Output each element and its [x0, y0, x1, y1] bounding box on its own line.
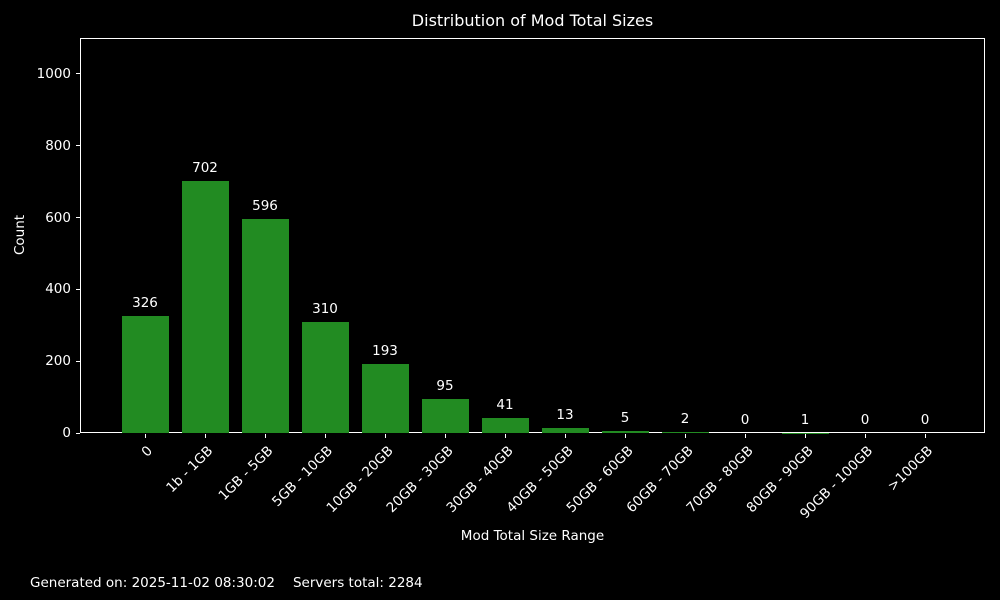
x-tick-label: >100GB — [884, 443, 937, 495]
bar-value-label: 95 — [436, 377, 454, 394]
bar-value-label: 326 — [132, 294, 158, 311]
x-tick-mark — [684, 434, 686, 438]
bar-value-label: 596 — [252, 197, 278, 214]
x-tick-mark — [744, 434, 746, 438]
y-tick-mark — [76, 360, 80, 362]
y-tick-mark — [76, 217, 80, 219]
bar — [541, 428, 589, 433]
chart-title: Distribution of Mod Total Sizes — [411, 11, 654, 30]
plot-area — [80, 38, 985, 433]
bar-value-label: 13 — [556, 407, 574, 424]
bar-value-label: 310 — [312, 300, 338, 317]
y-tick-mark — [76, 73, 80, 75]
y-tick-mark — [76, 432, 80, 434]
y-tick-label: 200 — [45, 353, 71, 370]
bar — [241, 218, 289, 433]
bar — [421, 398, 469, 433]
bar-value-label: 702 — [192, 159, 218, 176]
y-tick-label: 400 — [45, 281, 71, 298]
bar-value-label: 2 — [680, 411, 690, 428]
x-tick-mark — [324, 434, 326, 438]
servers-total: Servers total: 2284 — [292, 575, 423, 591]
x-tick-mark — [204, 434, 206, 438]
x-tick-mark — [264, 434, 266, 438]
y-tick-label: 0 — [62, 425, 71, 441]
x-tick-mark — [924, 434, 926, 438]
x-tick-label: 1b - 1GB — [163, 443, 217, 496]
x-tick-mark — [144, 434, 146, 438]
bar-value-label: 0 — [740, 412, 750, 428]
bar — [601, 431, 649, 433]
bar-value-label: 5 — [620, 410, 630, 427]
x-tick-mark — [444, 434, 446, 438]
x-tick-mark — [564, 434, 566, 438]
bar-value-label: 1 — [800, 411, 810, 428]
bar-value-label: 0 — [920, 412, 930, 428]
bar-value-label: 193 — [372, 342, 398, 359]
bar-value-label: 0 — [860, 412, 870, 428]
x-tick-label: 5GB - 10GB — [269, 443, 337, 510]
y-tick-label: 600 — [45, 209, 71, 226]
generated-timestamp: Generated on: 2025-11-02 08:30:02 — [30, 575, 275, 591]
x-tick-label: 1GB - 5GB — [215, 443, 277, 504]
x-tick-mark — [864, 434, 866, 438]
y-tick-label: 800 — [45, 137, 71, 154]
x-tick-mark — [804, 434, 806, 438]
y-tick-mark — [76, 288, 80, 290]
bar — [481, 418, 529, 433]
bar — [181, 180, 229, 433]
x-tick-mark — [504, 434, 506, 438]
x-tick-label: 0 — [138, 443, 157, 461]
bar — [121, 315, 169, 433]
x-tick-mark — [384, 434, 386, 438]
bar — [661, 432, 709, 433]
x-axis-label: Mod Total Size Range — [460, 528, 605, 544]
footer: Generated on: 2025-11-02 08:30:02 Servers… — [30, 575, 423, 591]
y-tick-label: 1000 — [36, 65, 71, 82]
bar — [301, 321, 349, 433]
x-tick-mark — [624, 434, 626, 438]
bar-value-label: 41 — [496, 397, 514, 414]
y-tick-mark — [76, 145, 80, 147]
bar — [361, 363, 409, 433]
